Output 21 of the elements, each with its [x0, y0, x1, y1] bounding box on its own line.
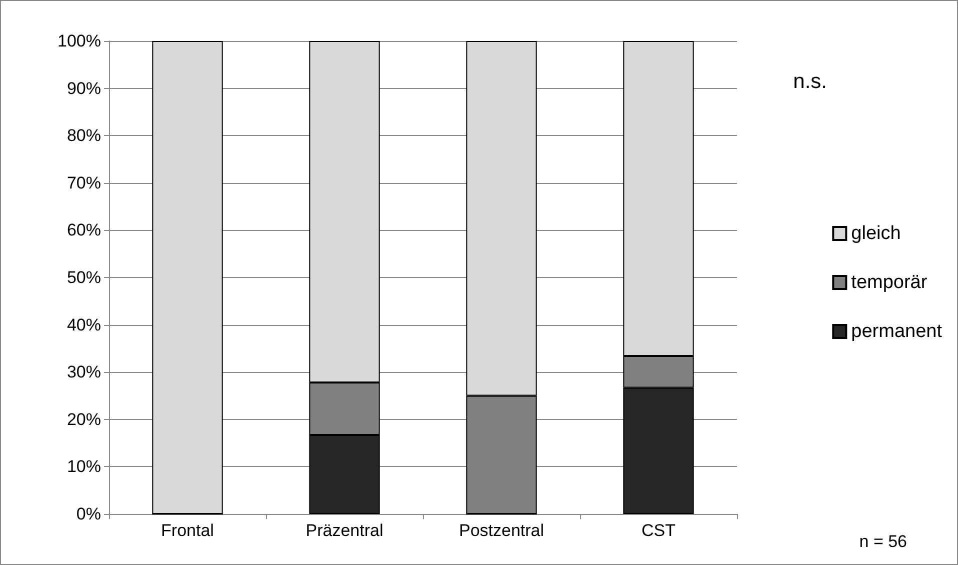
y-tick-label: 70%: [66, 173, 101, 192]
y-tick-label: 20%: [66, 410, 101, 429]
x-tick-label: Frontal: [161, 521, 214, 540]
y-tick-label: 50%: [66, 268, 101, 287]
y-tick-label: 30%: [66, 362, 101, 382]
text: n = 56: [859, 532, 908, 551]
legend-label: temporär: [851, 272, 928, 293]
bar: [152, 41, 223, 514]
y-tick-label: 100%: [58, 32, 101, 50]
text: n.s.: [793, 70, 828, 93]
y-tick-label: 90%: [66, 78, 101, 98]
y-tick-label: 10%: [66, 457, 101, 476]
x-tick-label: Postzentral: [458, 521, 544, 540]
y-tick-label: 60%: [66, 220, 101, 240]
y-tick-label: 40%: [66, 315, 101, 334]
x-tick-label: CST: [642, 521, 676, 540]
legend-label: gleich: [851, 223, 901, 244]
x-tick-label: Präzentral: [306, 521, 384, 540]
legend-label: permanent: [851, 321, 943, 342]
y-tick-label: 80%: [66, 126, 101, 146]
y-tick-label: 0%: [76, 504, 101, 524]
